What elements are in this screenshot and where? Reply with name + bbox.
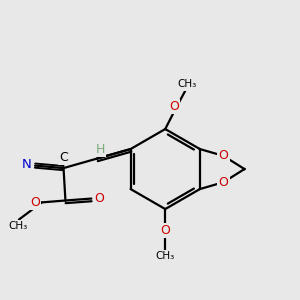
Text: CH₃: CH₃ <box>9 221 28 231</box>
Text: O: O <box>219 149 229 162</box>
Text: N: N <box>22 158 32 171</box>
Text: O: O <box>94 192 104 205</box>
Text: O: O <box>219 176 229 189</box>
Text: H: H <box>95 142 105 155</box>
Text: CH₃: CH₃ <box>178 80 197 89</box>
Text: O: O <box>169 100 179 113</box>
Text: O: O <box>160 224 170 237</box>
Text: CH₃: CH₃ <box>156 251 175 261</box>
Text: O: O <box>30 196 40 209</box>
Text: C: C <box>59 151 68 164</box>
